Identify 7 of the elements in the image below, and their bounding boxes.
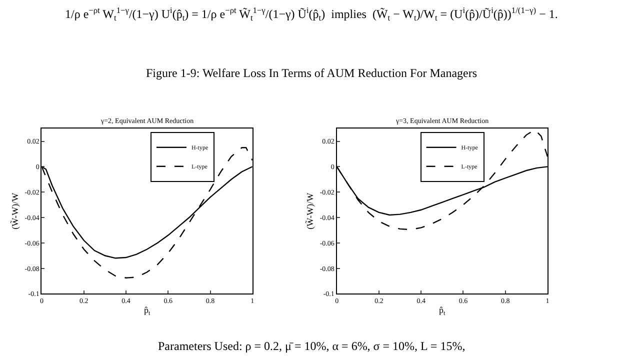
y-axis-title: (W̃-W)/W <box>9 192 20 230</box>
x-axis-title: p̂$_{t}$ <box>144 304 150 317</box>
text: Parameters Used: ρ = 0.2, μ̄ = 10%, α = 6%, σ = 10%, L = 15%, <box>158 339 466 353</box>
x-axis-title: p̂$_{t}$ <box>439 304 446 317</box>
text: 1/ρ e$^{−ρt}$ W$_{t}$$^{1−γ}$/(1−γ) U$^{i}$(p̂$_{t}$) = 1/ρ e$^{−ρt}$ W̃$_{t}$$^{1−γ}$/(1−γ) Ũ$^{i}$(p̂$_{t}$) implies (W̃$_{t}$ − W$_{t}$)/W$_{t}$ = (U$^{i}$(p̂)/Ũ$^{i}$(p̂))$^{1/(1−γ)}$ − 1. <box>65 6 558 23</box>
caption: Figure 1-9: Welfare Loss In Terms of AUM Reduction For Managers <box>146 66 478 80</box>
y-axis-title: (W̃-W)/W <box>304 192 316 230</box>
